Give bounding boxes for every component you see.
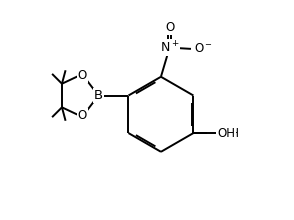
Text: O: O [78,69,87,82]
Text: OH: OH [217,126,235,139]
Text: O$^-$: O$^-$ [194,42,213,55]
Text: O: O [78,109,87,122]
Text: O: O [165,21,174,34]
Text: B: B [94,89,103,102]
Text: N$^+$: N$^+$ [160,40,179,55]
Text: OH: OH [221,126,239,139]
